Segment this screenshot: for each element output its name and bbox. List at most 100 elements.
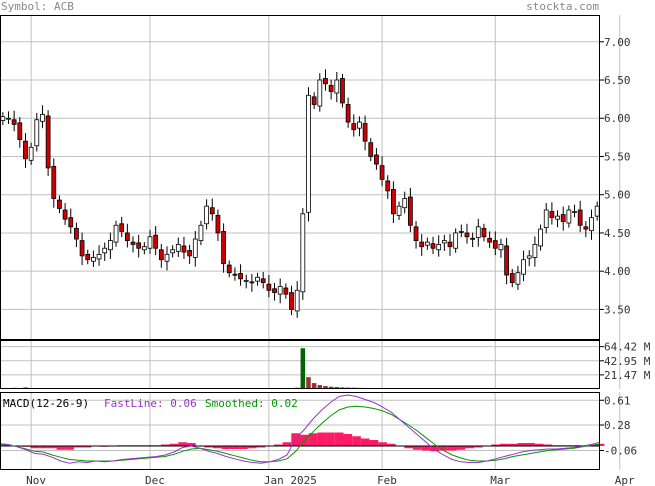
macd-histogram-bar — [186, 443, 196, 446]
macd-histogram-bar — [386, 443, 396, 446]
y-tick-label: 5.50 — [604, 150, 631, 163]
macd-title: MACD(12-26-9) — [3, 397, 89, 410]
candle-body — [374, 154, 379, 165]
candle-body — [153, 234, 159, 249]
candle-body — [532, 244, 538, 258]
macd-histogram-bar — [230, 446, 240, 449]
y-tick-label: 6.50 — [604, 74, 631, 87]
y-tick-label: -0.06 — [604, 445, 637, 458]
candle-body — [11, 119, 17, 125]
volume-bar — [306, 377, 311, 389]
candle-body — [379, 165, 385, 180]
macd-histogram-bar — [465, 446, 474, 449]
volume-bar — [300, 348, 306, 389]
candle-body — [243, 279, 249, 282]
candle-body — [45, 115, 51, 169]
candle-body — [464, 232, 470, 238]
x-tick-label: Mar — [490, 474, 510, 486]
macd-histogram-bar — [160, 444, 170, 446]
macd-histogram-bar — [39, 446, 48, 449]
candle-body — [249, 281, 255, 284]
candle-body — [368, 142, 374, 157]
candle-body — [572, 211, 577, 213]
panel-frames — [0, 15, 600, 470]
macd-histogram-bar — [65, 446, 74, 450]
candle-body — [317, 79, 323, 107]
macd-histogram-bar — [204, 446, 214, 448]
candle-body — [85, 253, 91, 261]
macd-fastline-label: FastLine: 0.06 — [104, 397, 197, 410]
y-tick-label: 6.00 — [604, 112, 631, 125]
candle-body — [147, 236, 153, 249]
site-label[interactable]: stockta.com — [526, 0, 599, 13]
x-tick-label: Jan 2025 — [264, 474, 317, 486]
candle-body — [419, 241, 425, 248]
macd-histogram-bar — [473, 446, 483, 448]
y-tick-label: 4.50 — [604, 227, 631, 240]
price-axis: 7.00 6.50 6.00 5.50 5.00 4.50 4.00 3.50 — [600, 36, 631, 316]
macd-axis: 0.61 0.28 -0.06 — [600, 394, 637, 458]
macd-histogram-bar — [447, 446, 457, 451]
candle-body — [521, 259, 526, 275]
candle-body — [107, 240, 113, 251]
candle-body — [340, 78, 345, 104]
candle-body — [306, 94, 311, 213]
candle-body — [181, 245, 187, 253]
candle-body — [17, 122, 23, 141]
candle-body — [515, 272, 521, 285]
macd-histogram-bar — [178, 442, 187, 446]
candle-body — [560, 214, 566, 222]
volume-bar — [328, 386, 334, 389]
candle-body — [68, 217, 74, 228]
candle-body — [555, 215, 560, 220]
candle-body — [311, 96, 317, 105]
volume-axis: 64.42 M42.95 M21.47 M — [600, 341, 651, 382]
candle-body — [209, 207, 215, 215]
macd-histogram-bar — [491, 444, 500, 446]
candle-body — [458, 231, 464, 233]
candle-body — [577, 209, 583, 226]
candle-body — [345, 104, 351, 123]
y-tick-label: 0.61 — [604, 394, 631, 407]
candle-body — [396, 205, 402, 216]
candle-body — [594, 205, 600, 217]
y-tick-label: 5.00 — [604, 189, 631, 202]
candle-body — [402, 198, 408, 209]
macd-histogram-bar — [534, 443, 544, 446]
candle-body — [453, 232, 459, 249]
candle-body — [221, 231, 226, 264]
macd-histogram-bar — [308, 433, 318, 446]
macd-histogram-bar — [526, 443, 535, 446]
macd-histogram-bar — [456, 446, 466, 450]
macd-histogram-bar — [73, 446, 83, 448]
macd-histogram-bar — [47, 446, 57, 449]
macd-histogram — [0, 432, 605, 452]
panel-frame — [0, 340, 600, 389]
macd-histogram-bar — [221, 446, 231, 449]
x-tick-label: Dec — [145, 474, 165, 486]
candle-body — [232, 273, 238, 276]
candle-body — [272, 288, 277, 293]
candle-body — [328, 84, 334, 92]
candle-body — [351, 123, 357, 131]
candle-body — [362, 123, 368, 142]
candle-body — [119, 223, 125, 232]
macd-smoothed-label: Smoothed: 0.02 — [205, 397, 298, 410]
macd-histogram-bar — [500, 443, 509, 446]
macd-histogram-bar — [413, 446, 422, 450]
macd-histogram-bar — [378, 442, 387, 446]
macd-histogram-bar — [508, 443, 518, 446]
candle-body — [436, 244, 442, 251]
candle-body — [23, 140, 28, 160]
candle-body — [204, 205, 209, 225]
candle-body — [470, 237, 476, 240]
candle-body — [124, 232, 130, 241]
candle-body — [391, 188, 396, 215]
candle-body — [28, 146, 34, 161]
candle-body — [238, 273, 243, 280]
candle-body — [198, 224, 204, 241]
macd-histogram-bar — [543, 444, 553, 446]
x-tick-label: Nov — [26, 474, 46, 486]
macd-fast-line — [0, 394, 601, 464]
